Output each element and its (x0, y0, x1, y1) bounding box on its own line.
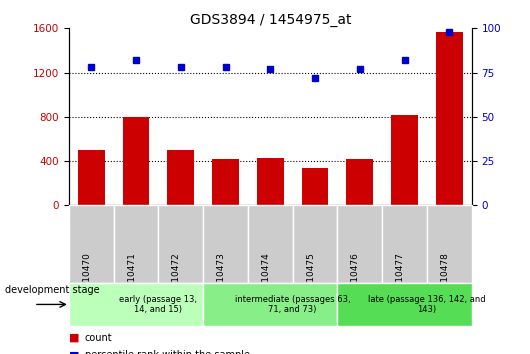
Bar (158, 205, 203, 283)
Text: ■: ■ (69, 350, 80, 354)
Text: count: count (85, 333, 112, 343)
Bar (69, 283, 203, 326)
Bar (347, 159, 373, 205)
Bar (338, 283, 472, 326)
Title: GDS3894 / 1454975_at: GDS3894 / 1454975_at (190, 13, 351, 27)
Text: GSM610472: GSM610472 (172, 252, 181, 307)
Text: GSM610470: GSM610470 (82, 252, 91, 307)
Text: development stage: development stage (5, 285, 100, 295)
Bar (203, 205, 248, 283)
Bar (167, 150, 194, 205)
Text: GSM610473: GSM610473 (217, 252, 226, 307)
Text: early (passage 13,
14, and 15): early (passage 13, 14, and 15) (119, 295, 197, 314)
Bar (257, 158, 284, 205)
Text: GSM610478: GSM610478 (440, 252, 449, 307)
Bar (113, 205, 158, 283)
Bar (302, 168, 329, 205)
Bar (122, 117, 149, 205)
Bar (382, 205, 427, 283)
Bar (78, 150, 105, 205)
Bar (203, 283, 338, 326)
Text: GSM610475: GSM610475 (306, 252, 315, 307)
Text: intermediate (passages 63,
71, and 73): intermediate (passages 63, 71, and 73) (235, 295, 350, 314)
Bar (391, 115, 418, 205)
Text: late (passage 136, 142, and
143): late (passage 136, 142, and 143) (368, 295, 486, 314)
Bar (436, 32, 463, 205)
Bar (212, 159, 239, 205)
Bar (248, 205, 293, 283)
Text: GSM610471: GSM610471 (127, 252, 136, 307)
Text: GSM610476: GSM610476 (351, 252, 360, 307)
Text: ■: ■ (69, 333, 80, 343)
Bar (338, 205, 382, 283)
Text: GSM610474: GSM610474 (261, 252, 270, 307)
Bar (293, 205, 338, 283)
Bar (69, 205, 113, 283)
Text: percentile rank within the sample: percentile rank within the sample (85, 350, 250, 354)
Bar (427, 205, 472, 283)
Text: GSM610477: GSM610477 (395, 252, 404, 307)
